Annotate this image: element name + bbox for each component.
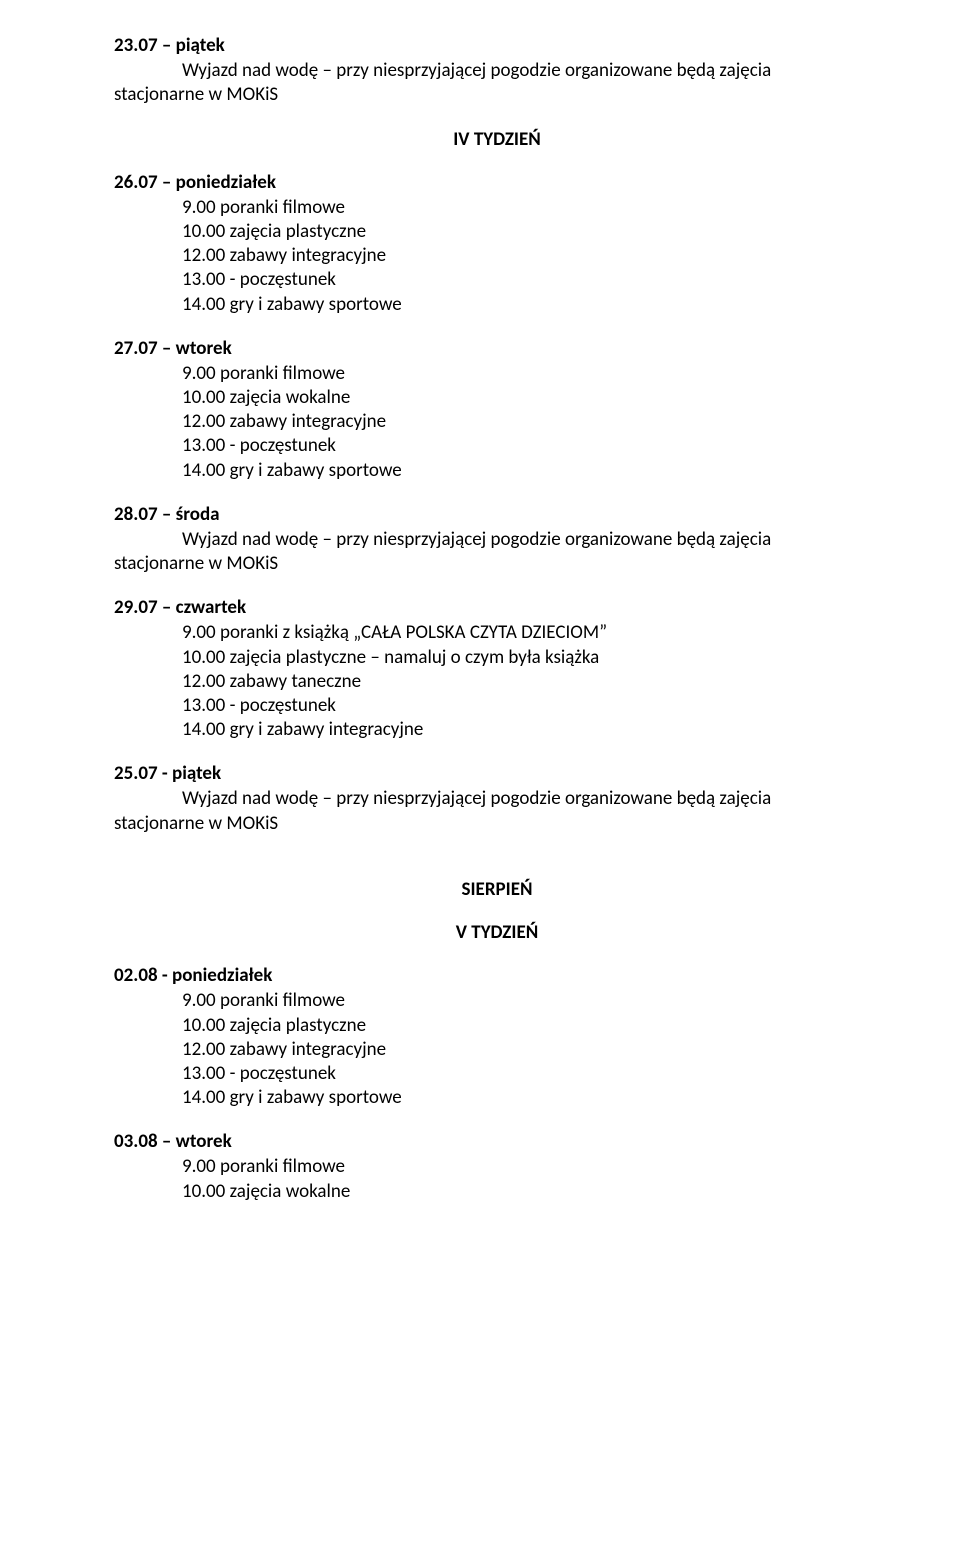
schedule-line: 13.00 - poczęstunek (114, 268, 880, 291)
document-page: 23.07 – piątekWyjazd nad wodę – przy nie… (0, 0, 960, 1542)
schedule-line: 9.00 poranki filmowe (114, 1155, 880, 1178)
schedule-line: 9.00 poranki z książką „CAŁA POLSKA CZYT… (114, 621, 880, 644)
spacer (114, 944, 880, 964)
spacer (114, 1110, 880, 1130)
spacer (114, 901, 880, 921)
day-heading: 23.07 – piątek (114, 34, 880, 57)
schedule-line: 12.00 zabawy integracyjne (114, 1038, 880, 1061)
spacer (114, 108, 880, 128)
spacer (114, 836, 880, 878)
day-heading: 03.08 – wtorek (114, 1130, 880, 1153)
schedule-line: 13.00 - poczęstunek (114, 434, 880, 457)
spacer (114, 483, 880, 503)
schedule-line: 10.00 zajęcia plastyczne (114, 1014, 880, 1037)
schedule-line: stacjonarne w MOKiS (114, 812, 880, 835)
schedule-line: 14.00 gry i zabawy sportowe (114, 459, 880, 482)
schedule-line: 12.00 zabawy integracyjne (114, 244, 880, 267)
schedule-line: 13.00 - poczęstunek (114, 1062, 880, 1085)
day-heading: 26.07 – poniedziałek (114, 171, 880, 194)
schedule-line: stacjonarne w MOKiS (114, 552, 880, 575)
spacer (114, 742, 880, 762)
schedule-line: 9.00 poranki filmowe (114, 362, 880, 385)
day-heading: 28.07 – środa (114, 503, 880, 526)
schedule-line: Wyjazd nad wodę – przy niesprzyjającej p… (114, 787, 880, 810)
schedule-line: 9.00 poranki filmowe (114, 989, 880, 1012)
spacer (114, 576, 880, 596)
schedule-line: 13.00 - poczęstunek (114, 694, 880, 717)
day-heading: 29.07 – czwartek (114, 596, 880, 619)
spacer (114, 151, 880, 171)
spacer (114, 317, 880, 337)
day-heading: 27.07 – wtorek (114, 337, 880, 360)
section-title: SIERPIEŃ (114, 878, 880, 901)
schedule-line: 9.00 poranki filmowe (114, 196, 880, 219)
schedule-line: 14.00 gry i zabawy integracyjne (114, 718, 880, 741)
schedule-line: 12.00 zabawy taneczne (114, 670, 880, 693)
schedule-line: 14.00 gry i zabawy sportowe (114, 1086, 880, 1109)
schedule-line: 14.00 gry i zabawy sportowe (114, 293, 880, 316)
day-heading: 25.07 - piątek (114, 762, 880, 785)
schedule-line: 10.00 zajęcia plastyczne (114, 220, 880, 243)
schedule-line: Wyjazd nad wodę – przy niesprzyjającej p… (114, 528, 880, 551)
section-title: V TYDZIEŃ (114, 921, 880, 944)
schedule-line: 10.00 zajęcia plastyczne – namaluj o czy… (114, 646, 880, 669)
schedule-line: 10.00 zajęcia wokalne (114, 386, 880, 409)
schedule-line: Wyjazd nad wodę – przy niesprzyjającej p… (114, 59, 880, 82)
day-heading: 02.08 - poniedziałek (114, 964, 880, 987)
schedule-line: 10.00 zajęcia wokalne (114, 1180, 880, 1203)
section-title: IV TYDZIEŃ (114, 128, 880, 151)
schedule-line: stacjonarne w MOKiS (114, 83, 880, 106)
schedule-line: 12.00 zabawy integracyjne (114, 410, 880, 433)
